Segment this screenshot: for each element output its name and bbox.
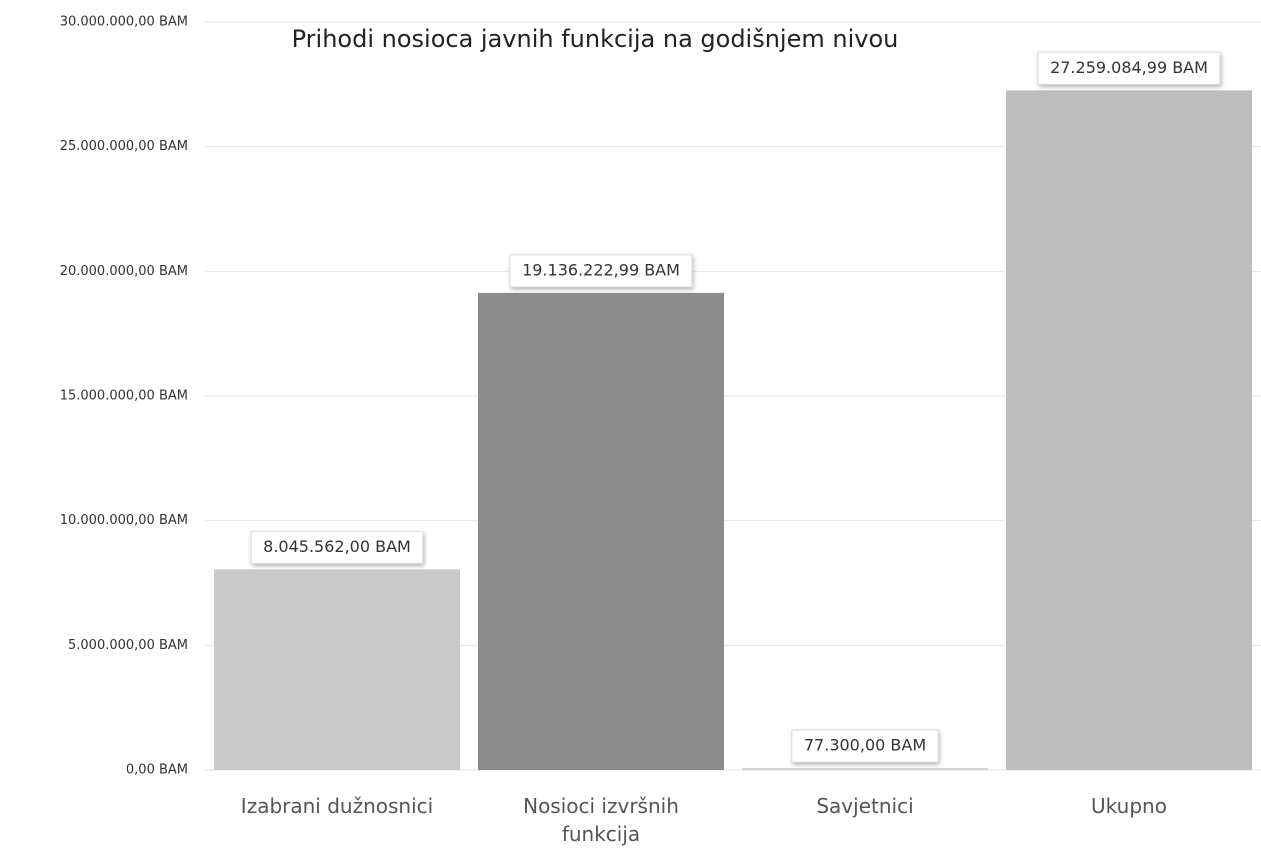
bar <box>742 768 988 770</box>
y-tick-label: 20.000.000,00 BAM <box>60 264 188 279</box>
y-tick-label: 30.000.000,00 BAM <box>60 15 188 30</box>
value-label: 27.259.084,99 BAM <box>1050 58 1208 77</box>
x-tick-label: Savjetnici <box>816 794 914 818</box>
bar <box>478 292 724 770</box>
y-tick-label: 0,00 BAM <box>126 763 188 778</box>
value-label-box <box>791 729 939 763</box>
x-tick-label: Izabrani dužnosnici <box>240 794 434 818</box>
value-label-box <box>509 254 693 288</box>
value-label-box <box>250 530 424 564</box>
y-tick-label: 10.000.000,00 BAM <box>60 513 188 528</box>
x-tick-label: Nosioci izvršnih funkcija <box>523 794 679 846</box>
x-tick-label: Ukupno <box>1091 794 1167 818</box>
y-tick-label: 25.000.000,00 BAM <box>60 139 188 154</box>
value-label: 8.045.562,00 BAM <box>263 537 411 556</box>
value-label: 77.300,00 BAM <box>804 736 926 755</box>
y-tick-label: 15.000.000,00 BAM <box>60 389 188 404</box>
y-tick-label: 5.000.000,00 BAM <box>68 638 188 653</box>
bar <box>1006 90 1252 770</box>
value-label-box <box>1037 51 1221 85</box>
bar <box>214 569 460 770</box>
chart-title: Prihodi nosioca javnih funkcija na godiš… <box>292 25 899 53</box>
value-label: 19.136.222,99 BAM <box>522 260 680 279</box>
